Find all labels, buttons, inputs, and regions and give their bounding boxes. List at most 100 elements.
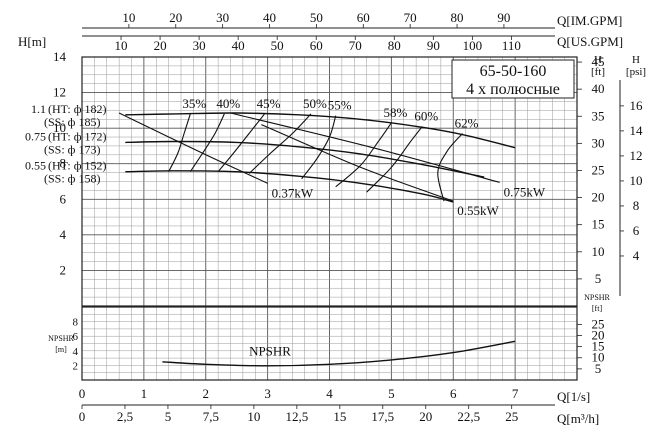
head-ft-tick-label: 15 (592, 217, 605, 232)
head-curve-impeller-ss: (SS: ф 158) (44, 172, 100, 186)
efficiency-line (189, 113, 225, 172)
head-curve-impeller-ht: (HT: ф 152) (48, 159, 107, 173)
us-gpm-tick-label: 30 (193, 38, 206, 53)
npshr-grid (82, 307, 577, 380)
npshr-ft-tick-label: 10 (592, 350, 605, 365)
us-gpm-tick-label: 60 (310, 38, 323, 53)
npshr-m-axis-label: NPSHR (48, 334, 74, 343)
q-ls-tick-label: 1 (141, 386, 148, 401)
im-gpm-tick-label: 30 (216, 10, 229, 25)
head-ft-tick-label: 45 (592, 54, 605, 69)
npshr-m-tick-label: 4 (73, 346, 79, 358)
title-box (451, 59, 575, 99)
head-ft-axis-unit: [ft] (591, 66, 605, 78)
npshr-ft-tick-label: 5 (595, 361, 602, 376)
head-ft-tick-label: 30 (592, 135, 605, 150)
power-line (118, 112, 268, 184)
q-m3h-tick-label: 5 (165, 409, 172, 424)
im-gpm-tick-label: 40 (263, 10, 276, 25)
efficiency-label: 50% (303, 96, 327, 111)
efficiency-label: 45% (257, 96, 281, 111)
q-m3h-axis-label: Q[m³/h] (557, 411, 599, 426)
power-line (261, 124, 454, 202)
us-gpm-tick-label: 80 (388, 38, 401, 53)
npshr-ft-axis-unit: [ft] (592, 304, 603, 313)
head-curve-impeller-ss: (SS: ф 185) (44, 115, 100, 129)
head-ft-tick-label: 25 (592, 162, 605, 177)
head-curve-label: 0.55 (25, 159, 46, 173)
npshr-ft-tick-label: 25 (592, 316, 605, 331)
head-ft-tick-label: 10 (592, 244, 605, 259)
efficiency-label: 58% (383, 105, 407, 120)
q-ls-tick-label: 6 (450, 386, 457, 401)
us-gpm-tick-label: 110 (502, 38, 521, 53)
npshr-curve (162, 340, 516, 367)
q-ls-tick-label: 3 (264, 386, 271, 401)
power-line-label: 0.37kW (272, 185, 314, 200)
q-ls-tick-label: 4 (326, 386, 333, 401)
efficiency-label: 55% (328, 98, 352, 113)
power-line-label: 0.55kW (457, 203, 499, 218)
head-psi-tick-label: 16 (630, 98, 644, 113)
q-ls-tick-label: 0 (79, 386, 86, 401)
curves-layer (118, 112, 516, 367)
head-m-tick-label: 4 (60, 227, 67, 242)
head-psi-tick-label: 10 (630, 173, 643, 188)
head-psi-axis-label: H (632, 54, 640, 66)
efficiency-line (437, 133, 463, 202)
head-m-tick-label: 14 (53, 49, 67, 64)
q-ls-tick-label: 2 (203, 386, 210, 401)
head-ft-tick-label: 40 (592, 81, 605, 96)
npshr-ft-tick-label: 15 (592, 339, 605, 354)
us-gpm-axis-label: Q[US.GPM] (557, 34, 623, 49)
head-curve-label: 1.1 (31, 102, 46, 116)
im-gpm-tick-label: 80 (451, 10, 464, 25)
head-plot-frame (81, 56, 578, 307)
q-m3h-tick-label: 10 (247, 409, 260, 424)
im-gpm-tick-label: 70 (404, 10, 417, 25)
head-ft-tick-label: 5 (595, 271, 602, 286)
efficiency-label: 62% (455, 115, 479, 130)
im-gpm-tick-label: 20 (169, 10, 182, 25)
head-psi-tick-label: 14 (630, 123, 644, 138)
head-curve-impeller-ht: (HT: ф 172) (48, 129, 107, 143)
head-m-tick-label: 10 (53, 120, 66, 135)
q-ls-axis-label: Q[1/s] (557, 389, 590, 404)
head-curve-0.55 (125, 170, 454, 203)
head-m-tick-label: 8 (60, 156, 67, 171)
im-gpm-tick-label: 60 (357, 10, 370, 25)
head-ft-axis-label: H (594, 54, 602, 66)
q-m3h-tick-label: 20 (419, 409, 432, 424)
q-m3h-tick-label: 17,5 (371, 409, 394, 424)
q-m3h-tick-label: 0 (79, 409, 86, 424)
head-ft-tick-label: 35 (592, 108, 605, 123)
head-psi-tick-label: 4 (633, 248, 640, 263)
efficiency-line (335, 122, 392, 188)
head-grid (82, 57, 577, 306)
im-gpm-axis-label: Q[IM.GPM] (557, 13, 622, 28)
q-ls-tick-label: 7 (512, 386, 519, 401)
chart-title: 65-50-160 (480, 63, 547, 80)
power-line-label: 0.75kW (504, 184, 546, 199)
head-ft-tick-label: 20 (592, 190, 605, 205)
head-m-axis-label: H[m] (18, 34, 46, 49)
q-m3h-tick-label: 12,5 (285, 409, 308, 424)
us-gpm-tick-label: 10 (115, 38, 128, 53)
power-line (230, 112, 500, 183)
curve-labels-layer: 1.1 (HT: ф 182)(SS: ф 185)0.75 (HT: ф 172)… (25, 96, 546, 359)
head-psi-axis-unit: [psi] (626, 66, 646, 78)
im-gpm-tick-label: 10 (122, 10, 135, 25)
us-gpm-tick-label: 90 (427, 38, 440, 53)
npshr-m-axis-unit: [m] (55, 345, 67, 354)
im-gpm-tick-label: 50 (310, 10, 323, 25)
head-m-tick-label: 6 (60, 191, 67, 206)
chart-subtitle: 4 х полюсные (466, 81, 560, 98)
efficiency-label: 40% (216, 96, 240, 111)
head-m-tick-label: 12 (53, 85, 66, 100)
us-gpm-tick-label: 50 (271, 38, 284, 53)
head-psi-tick-label: 6 (633, 223, 640, 238)
npshr-ft-axis-label: NPSHR (584, 293, 610, 302)
head-m-tick-label: 2 (60, 262, 67, 277)
